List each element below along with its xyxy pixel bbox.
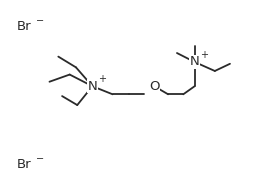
Text: N: N — [190, 56, 199, 68]
Text: −: − — [36, 154, 44, 164]
Text: +: + — [98, 74, 106, 84]
Text: +: + — [200, 50, 208, 60]
Text: −: − — [36, 16, 44, 26]
Text: Br: Br — [17, 20, 31, 33]
Text: Br: Br — [17, 158, 31, 171]
Text: N: N — [87, 80, 97, 93]
Text: O: O — [149, 80, 159, 93]
